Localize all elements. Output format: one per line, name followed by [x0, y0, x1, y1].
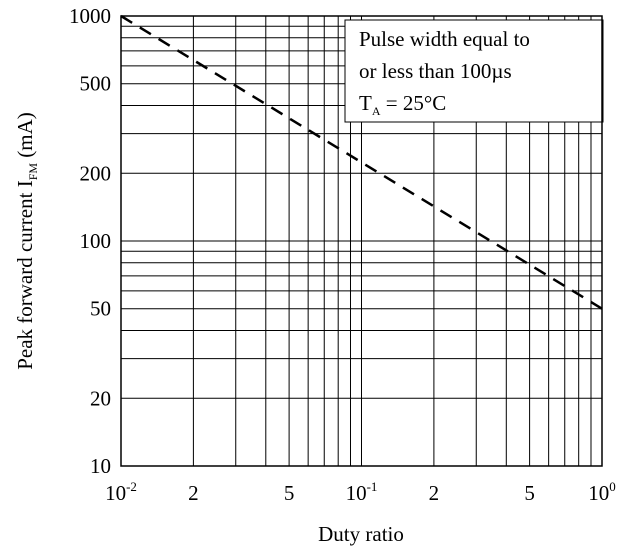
- x-tick-label: 2: [188, 481, 199, 505]
- y-tick-label: 100: [80, 229, 112, 253]
- y-axis-title: Peak forward current IFM (mA): [13, 112, 40, 370]
- plot-frame: [120, 15, 603, 467]
- annotation-box-frame: [344, 19, 604, 123]
- y-tick-label: 50: [90, 297, 111, 321]
- x-tick-labels: 10-2 2 5 10-1 2 5 100: [105, 479, 616, 505]
- annotation-line-2: or less than 100µs: [359, 59, 512, 83]
- y-tick-label: 500: [80, 72, 112, 96]
- annotation-line-1: Pulse width equal to: [359, 27, 530, 51]
- y-tick-label: 10: [90, 454, 111, 478]
- annotation-temp-subscript: A: [372, 104, 381, 118]
- annotation-line-3: TA = 25°C: [359, 91, 446, 118]
- series-layer: [120, 14, 603, 310]
- annotation-temp-symbol: T: [359, 91, 372, 115]
- x-tick-label: 5: [284, 481, 295, 505]
- y-tick-labels: 1000 500 200 100 50 20 10: [69, 4, 111, 478]
- x-tick-label: 100: [588, 479, 616, 505]
- series-line: [120, 14, 603, 310]
- y-axis-title-main: Peak forward current I: [13, 180, 37, 370]
- y-tick-label: 200: [80, 161, 112, 185]
- x-tick-label: 2: [429, 481, 440, 505]
- annotation-box: Pulse width equal to or less than 100µs …: [344, 19, 604, 123]
- annotation-temp-value: = 25°C: [381, 91, 447, 115]
- y-axis-title-unit: (mA): [13, 112, 37, 163]
- x-tick-label: 10-2: [105, 479, 137, 505]
- x-tick-label: 5: [524, 481, 535, 505]
- y-tick-label: 1000: [69, 4, 111, 28]
- y-tick-label: 20: [90, 386, 111, 410]
- y-axis-title-subscript: FM: [26, 163, 40, 181]
- x-tick-label: 10-1: [346, 479, 378, 505]
- x-axis-title: Duty ratio: [318, 522, 404, 546]
